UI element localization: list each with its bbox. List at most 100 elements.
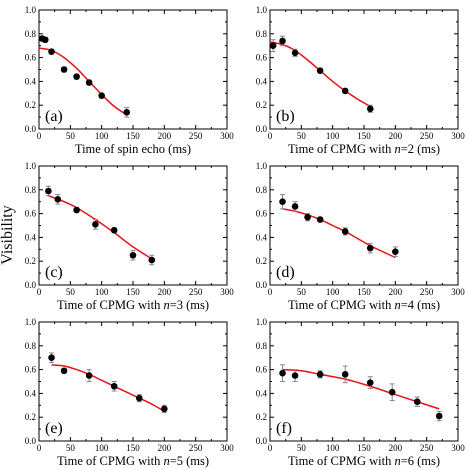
y-tick-label: 1.0 [25,161,37,171]
panel-tag: (f) [276,420,292,437]
data-marker [161,405,168,413]
x-tick-label: 100 [95,131,109,141]
data-point [291,48,299,57]
x-tick-label: 50 [297,443,307,453]
data-marker [291,372,299,379]
x-tick-label: 250 [420,443,434,453]
x-tick-label: 0 [37,443,42,453]
y-tick-label: 0.4 [256,76,268,86]
data-marker [41,36,49,44]
data-marker [366,379,374,386]
y-tick-label: 0.2 [256,256,267,266]
data-point [316,216,324,223]
x-tick-label: 100 [95,287,109,297]
y-tick-label: 0.0 [25,436,37,446]
y-tick-label: 0.0 [25,280,37,290]
y-tick-label: 0.4 [25,388,37,398]
data-point [85,369,93,382]
data-marker [304,213,311,221]
panel-4: 0 50 100 150 200 250 300 0.0 0.2 0.4 0.6 0.8 1.0 (d) T… [256,161,466,312]
data-point [129,249,137,261]
y-axis-label: Visibility [0,205,16,265]
x-tick-label: 150 [126,131,140,141]
x-tick-label: 50 [66,443,76,453]
data-marker [148,256,156,264]
x-tick-label: 200 [389,131,403,141]
data-point [110,226,118,234]
x-axis-label: Time of CPMG with n=4 (ms) [288,298,440,312]
data-point [161,404,168,413]
data-point [48,48,55,55]
x-tick-label: 250 [189,443,203,453]
data-point [41,36,49,44]
y-tick-label: 1.0 [256,5,268,15]
panel-tag: (a) [45,108,63,125]
y-tick-label: 0.2 [25,256,36,266]
x-tick-label: 0 [37,131,42,141]
panel-3: 0 50 100 150 200 250 300 0.0 0.2 0.4 0.6 0.8 1.0 (c) T… [25,161,235,312]
data-point [48,352,55,363]
y-tick-label: 0.6 [256,53,268,63]
data-point [392,246,399,257]
fit-curve [269,41,371,108]
y-tick-label: 0.6 [256,209,268,219]
data-point [110,381,118,392]
data-marker [129,251,137,259]
data-point [98,92,105,99]
data-marker [98,92,105,99]
data-point [304,213,311,222]
data-marker [48,354,55,362]
fit-curve [51,364,165,412]
data-marker [435,412,443,420]
y-tick-label: 0.0 [256,280,268,290]
data-point [366,376,374,390]
y-tick-label: 0.0 [25,124,37,134]
data-point [341,365,349,384]
x-tick-label: 200 [158,131,172,141]
data-marker [413,398,421,406]
data-point [279,35,286,47]
plot-frame [38,165,228,286]
data-marker [269,42,277,49]
y-tick-label: 0.8 [25,29,37,39]
x-tick-label: 250 [189,131,203,141]
panel-5: 0 50 100 150 200 250 300 0.0 0.2 0.4 0.6 0.8 1.0 (e) T… [25,317,235,468]
data-marker [60,367,68,375]
x-tick-label: 300 [220,443,234,453]
data-marker [392,248,399,255]
data-point [279,194,286,210]
data-marker [366,105,374,113]
data-marker [316,371,324,378]
data-marker [135,394,143,402]
y-tick-label: 0.2 [25,412,36,422]
x-tick-label: 50 [66,131,76,141]
x-tick-label: 300 [220,287,234,297]
data-marker [92,221,99,228]
data-marker [316,67,324,74]
data-marker [279,198,286,205]
y-tick-label: 0.4 [25,76,37,86]
x-tick-label: 200 [389,443,403,453]
data-point [85,79,93,86]
x-tick-label: 50 [297,287,307,297]
y-tick-label: 0.2 [25,100,36,110]
y-tick-label: 0.6 [25,53,37,63]
data-point [123,107,131,118]
data-point [291,201,299,212]
panel-1: 0 50 100 150 200 250 300 0.0 0.2 0.4 0.6 0.8 1.0 (a) T… [25,5,235,156]
x-axis-label: Time of CPMG with n=6 (ms) [288,454,440,468]
fit-curve [38,47,128,116]
x-tick-label: 150 [357,443,371,453]
data-point [73,206,80,214]
data-marker [279,37,286,45]
data-point [92,219,99,230]
x-tick-label: 0 [268,287,273,297]
x-tick-label: 50 [66,287,76,297]
data-point [341,227,349,236]
data-marker [85,372,93,379]
data-marker [85,79,93,86]
x-axis-label: Time of CPMG with n=2 (ms) [288,142,440,156]
data-marker [341,371,349,378]
x-tick-label: 100 [326,443,340,453]
data-point [279,364,286,382]
